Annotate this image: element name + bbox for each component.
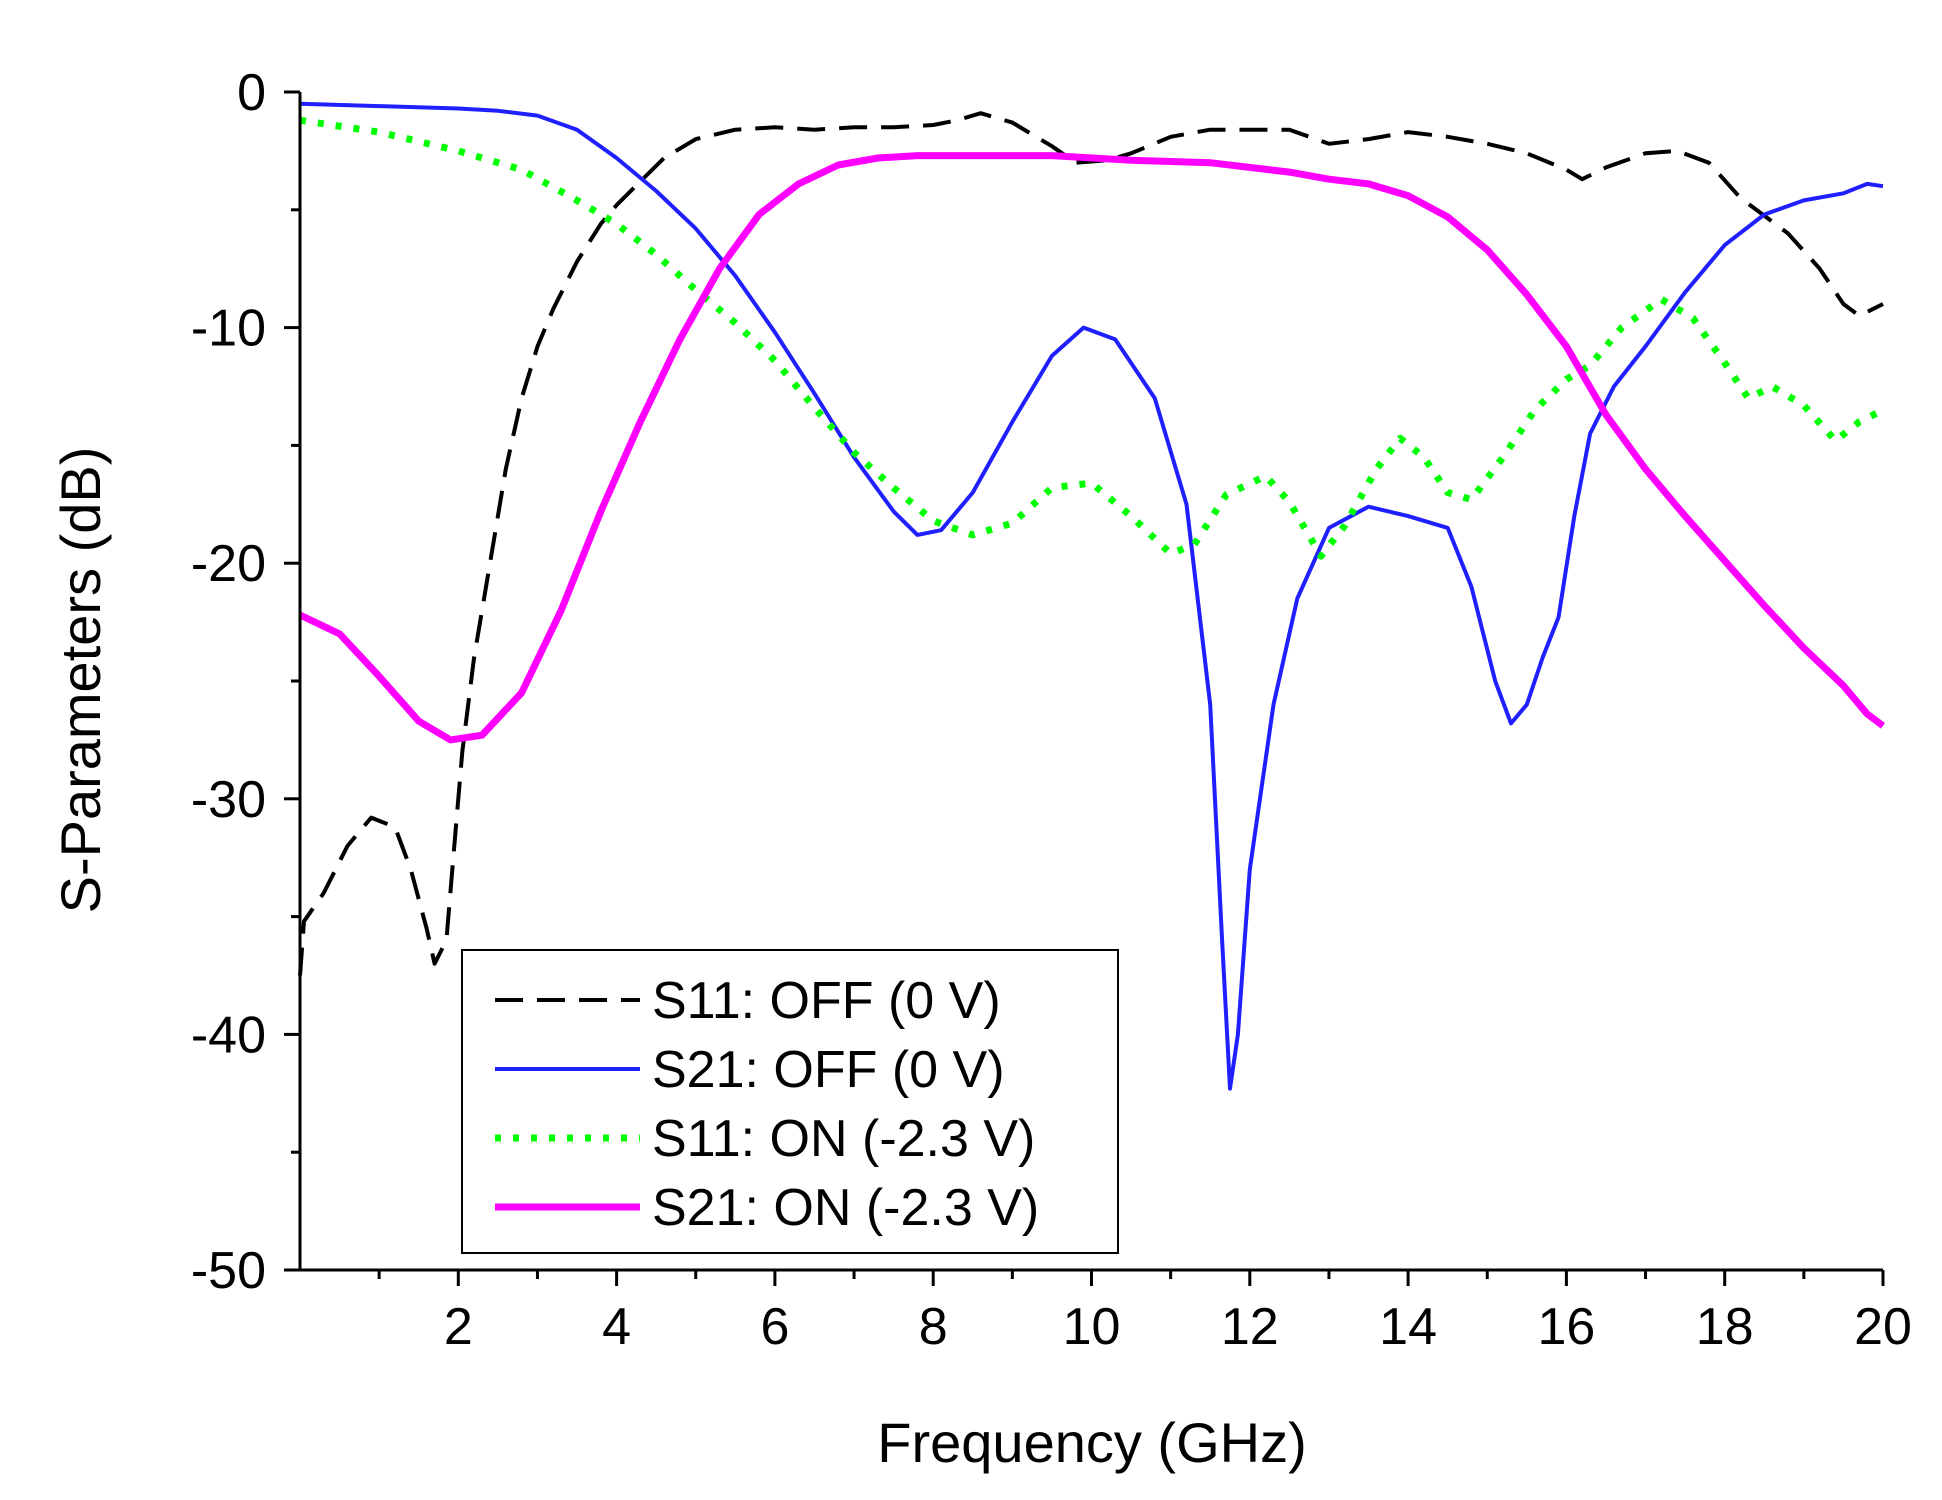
x-tick-label: 10 [1063,1298,1121,1356]
x-tick-label: 20 [1854,1298,1912,1356]
y-tick-label: -10 [191,300,266,358]
y-tick-label: -50 [191,1242,266,1300]
y-tick-label: -30 [191,771,266,829]
plot-area [298,101,1886,1091]
legend-label-4: S21: ON (-2.3 V) [652,1179,1039,1237]
legend-box [461,949,1119,1254]
y-tick-label: -40 [191,1006,266,1064]
y-axis-label: S-Parameters (dB) [49,447,112,914]
x-tick-label: 16 [1537,1298,1595,1356]
x-tick-label: 8 [919,1298,948,1356]
x-tick-label: 6 [760,1298,789,1356]
x-tick-label: 4 [602,1298,631,1356]
series-line-4 [298,152,1886,744]
legend-label-1: S11: OFF (0 V) [652,972,1001,1030]
series-line-1 [298,111,1884,976]
x-tick-label: 12 [1221,1298,1279,1356]
series-line-3 [299,116,1885,560]
legend-label-3: S11: ON (-2.3 V) [652,1110,1035,1168]
legend-label-2: S21: OFF (0 V) [652,1041,1005,1099]
y-tick-label: 0 [237,64,266,122]
legend: S11: OFF (0 V) S21: OFF (0 V) S11: ON (-2.… [461,949,1119,1254]
x-tick-label: 2 [444,1298,473,1356]
x-tick-label: 14 [1379,1298,1437,1356]
series-line-2 [299,101,1884,1091]
y-tick-label: -20 [191,535,266,593]
x-tick-label: 18 [1696,1298,1754,1356]
x-axis-label: Frequency (GHz) [877,1411,1306,1474]
ticks: 2 4 6 8 10 12 14 16 18 20 0 -10 -20 -30 -40 -50 [191,64,1912,1356]
